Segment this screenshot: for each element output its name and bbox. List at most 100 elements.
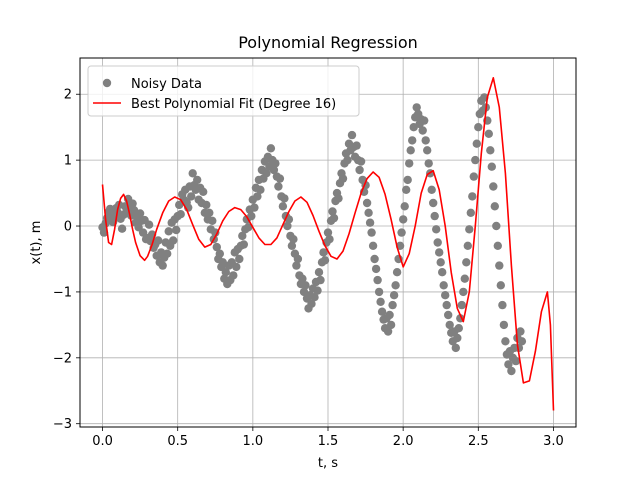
data-point — [275, 174, 285, 183]
data-point — [271, 159, 280, 168]
data-point — [463, 241, 472, 250]
data-point — [99, 228, 109, 237]
y-tick-label: −1 — [53, 285, 72, 300]
data-point — [205, 208, 214, 217]
data-point — [221, 268, 230, 277]
data-point — [176, 210, 185, 219]
data-point — [278, 202, 288, 211]
data-point — [343, 155, 352, 165]
data-point — [392, 268, 402, 277]
legend-box — [87, 65, 360, 117]
data-point — [408, 136, 417, 145]
data-point — [459, 287, 468, 297]
data-point — [418, 126, 427, 135]
data-point — [442, 300, 451, 310]
data-point — [287, 241, 297, 250]
data-point — [489, 182, 498, 191]
data-point — [371, 264, 381, 274]
data-point — [385, 310, 394, 320]
data-point — [212, 242, 221, 252]
data-point — [370, 254, 379, 264]
x-tick-label: 0.5 — [167, 434, 188, 449]
data-point — [244, 223, 253, 232]
data-point — [474, 123, 483, 132]
x-tick-label: 2.5 — [468, 434, 489, 449]
data-point — [289, 235, 298, 244]
data-point — [460, 274, 469, 283]
x-tick-label: 1.5 — [318, 434, 339, 449]
data-point — [469, 172, 478, 181]
data-point — [356, 157, 366, 166]
data-point — [389, 291, 399, 300]
x-axis-label: t, s — [318, 456, 338, 471]
data-point — [169, 236, 178, 245]
data-point — [499, 320, 509, 330]
data-point — [117, 224, 127, 233]
data-point — [405, 159, 414, 168]
data-point — [154, 236, 163, 245]
data-point — [377, 307, 387, 316]
data-point — [493, 241, 502, 250]
data-point — [501, 337, 510, 346]
data-point — [314, 268, 324, 277]
data-point — [269, 165, 279, 175]
y-tick-label: 1 — [64, 154, 72, 169]
data-point — [199, 187, 208, 196]
data-point — [144, 220, 154, 229]
data-point — [438, 268, 447, 277]
data-point — [498, 300, 507, 310]
x-tick-label: 3.0 — [543, 434, 564, 449]
data-point — [441, 291, 450, 300]
data-point — [329, 213, 339, 223]
data-point — [373, 275, 382, 285]
legend-label-polynomial-fit: Best Polynomial Fit (Degree 16) — [131, 97, 336, 112]
data-point — [400, 202, 409, 211]
data-point — [247, 211, 256, 221]
data-point — [388, 300, 397, 310]
data-point — [266, 144, 276, 153]
data-point — [334, 194, 343, 203]
data-point — [424, 159, 433, 168]
data-point — [383, 327, 393, 336]
data-point — [507, 366, 516, 376]
data-point — [432, 225, 441, 234]
data-point — [301, 281, 310, 290]
data-point — [355, 165, 364, 175]
data-point — [435, 248, 444, 257]
data-point — [283, 221, 292, 231]
data-point — [316, 275, 325, 285]
data-point — [325, 235, 334, 244]
data-point — [496, 281, 505, 290]
data-point — [163, 249, 172, 258]
data-point — [391, 281, 400, 290]
data-point — [454, 324, 463, 333]
data-point — [403, 175, 412, 185]
data-point — [187, 192, 196, 201]
data-point — [402, 185, 411, 194]
data-point — [250, 203, 259, 212]
y-tick-label: 0 — [64, 220, 72, 235]
data-point — [338, 174, 348, 183]
data-point — [421, 136, 430, 145]
data-point — [128, 199, 137, 208]
data-point — [172, 225, 181, 235]
data-point — [465, 225, 474, 234]
data-point — [328, 207, 337, 216]
data-point — [262, 169, 271, 178]
data-point — [365, 218, 375, 227]
data-point — [256, 185, 265, 194]
data-point — [427, 185, 436, 194]
data-point — [307, 299, 316, 308]
data-point — [445, 320, 454, 330]
data-point — [319, 248, 328, 257]
data-point — [158, 261, 167, 270]
data-point — [310, 293, 319, 302]
data-point — [504, 360, 513, 369]
data-point — [238, 231, 247, 241]
x-tick-label: 0.0 — [92, 434, 113, 449]
data-point — [457, 300, 466, 310]
data-point — [376, 297, 385, 306]
data-point — [164, 227, 173, 236]
data-point — [486, 146, 495, 155]
